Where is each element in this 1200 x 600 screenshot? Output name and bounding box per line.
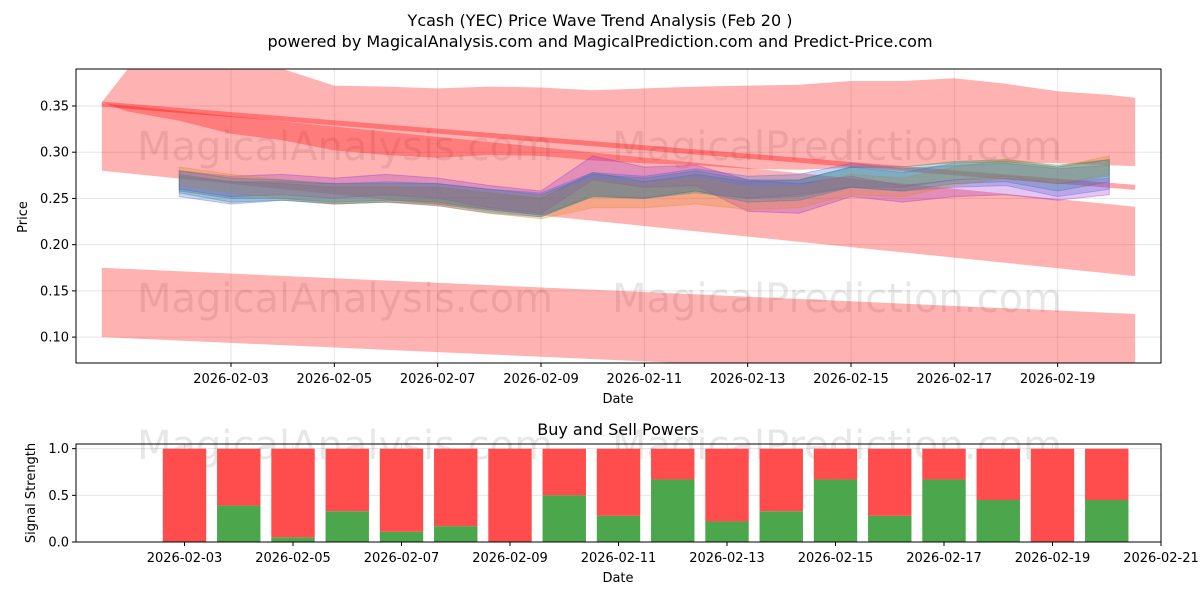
- bars-x-tick-label: 2026-02-21: [1123, 551, 1199, 566]
- sell-power-bar: [1085, 448, 1129, 500]
- price-band-blue: [178, 162, 1110, 218]
- trend-band-lower-channel: [101, 267, 1136, 363]
- bars-x-tick-label: 2026-02-05: [255, 551, 331, 566]
- bars-x-tick-label: 2026-02-07: [364, 551, 440, 566]
- bars-y-axis-label: Signal Strength: [24, 443, 39, 543]
- price-x-tick-label: 2026-02-07: [400, 372, 476, 387]
- sell-power-bar: [162, 448, 207, 542]
- trend-band-upper-channel: [101, 69, 1136, 170]
- sell-power-bar: [542, 448, 586, 496]
- buy-power-bar: [271, 537, 315, 542]
- buy-power-bar: [434, 526, 478, 542]
- price-band-purple: [178, 155, 1110, 214]
- buy-power-bar: [542, 495, 586, 542]
- bars-x-tick-label: 2026-02-11: [581, 551, 657, 566]
- bars-x-tick-label: 2026-02-17: [906, 551, 982, 566]
- trend-band-middle-channel: [101, 103, 1136, 277]
- price-x-tick-label: 2026-02-03: [193, 372, 269, 387]
- sell-power-bar: [759, 448, 803, 512]
- bars-y-tick-label: 0.0: [48, 536, 69, 551]
- bars-axis-ticks: 2026-02-03 2026-02-05 2026-02-07 2026-02-09…: [48, 442, 1198, 566]
- buy-power-bar: [976, 500, 1020, 542]
- price-y-tick-label: 0.35: [40, 99, 69, 114]
- bars-title: Buy and Sell Powers: [537, 420, 699, 439]
- price-y-tick-label: 0.10: [40, 331, 69, 346]
- buy-power-bar: [325, 511, 369, 542]
- watermark-analysis-mid: MagicalAnalysis.com: [137, 276, 553, 322]
- trend-bands: [101, 69, 1136, 363]
- sell-power-bar: [271, 448, 315, 538]
- buy-power-bar: [217, 505, 261, 542]
- sell-power-bar: [705, 448, 749, 522]
- price-band-teal: [178, 159, 1110, 216]
- sell-power-bar: [868, 448, 912, 516]
- price-x-tick-label: 2026-02-17: [917, 372, 993, 387]
- sell-power-bar: [596, 448, 641, 516]
- sell-power-bar: [379, 448, 424, 532]
- buy-power-bar: [922, 479, 966, 542]
- price-x-tick-label: 2026-02-19: [1020, 372, 1096, 387]
- buy-power-bar: [813, 479, 858, 542]
- bars-x-tick-label: 2026-02-09: [472, 551, 548, 566]
- watermark-prediction-top: MagicalPrediction.com: [612, 124, 1062, 170]
- sell-power-bar: [434, 448, 478, 527]
- sell-power-bar: [976, 448, 1020, 500]
- sell-power-bar: [922, 448, 966, 480]
- buy-power-bar: [596, 515, 641, 542]
- price-band-orange: [178, 155, 1110, 220]
- bars-y-tick-label: 1.0: [48, 442, 69, 457]
- bars-x-axis-label: Date: [602, 571, 633, 586]
- price-y-tick-label: 0.25: [40, 192, 69, 207]
- price-y-tick-label: 0.20: [40, 238, 69, 253]
- sell-power-bar: [488, 448, 532, 542]
- price-x-tick-label: 2026-02-05: [297, 372, 373, 387]
- bars-y-tick-label: 0.5: [48, 489, 69, 504]
- buy-power-bar: [651, 479, 695, 542]
- sell-power-bar: [217, 448, 261, 506]
- bars-x-tick-label: 2026-02-13: [689, 551, 765, 566]
- sell-power-bar: [1030, 448, 1075, 542]
- buy-power-bar: [705, 521, 749, 542]
- price-x-axis-label: Date: [602, 392, 633, 407]
- price-x-tick-label: 2026-02-15: [813, 372, 889, 387]
- buy-power-bar: [868, 515, 912, 542]
- figure-title: Ycash (YEC) Price Wave Trend Analysis (F…: [407, 11, 793, 30]
- price-bands: [178, 155, 1110, 220]
- watermark-analysis-top: MagicalAnalysis.com: [137, 124, 553, 170]
- watermark-prediction-mid: MagicalPrediction.com: [612, 276, 1062, 322]
- price-y-axis-label: Price: [16, 201, 31, 233]
- bars-x-tick-label: 2026-02-19: [1015, 551, 1091, 566]
- buy-power-bar: [759, 511, 803, 542]
- price-band-green: [178, 159, 1110, 218]
- price-y-tick-label: 0.15: [40, 284, 69, 299]
- bars-x-tick-label: 2026-02-03: [147, 551, 223, 566]
- trend-center-line: [101, 101, 1136, 190]
- price-axis-ticks: 2026-02-03 2026-02-05 2026-02-07 2026-02-09…: [40, 99, 1095, 387]
- figure-subtitle: powered by MagicalAnalysis.com and Magic…: [267, 32, 932, 51]
- price-grid: [76, 69, 1161, 363]
- price-x-tick-label: 2026-02-11: [607, 372, 683, 387]
- price-y-tick-label: 0.30: [40, 146, 69, 161]
- price-x-tick-label: 2026-02-09: [503, 372, 579, 387]
- sell-power-bar: [813, 448, 858, 480]
- bars-x-tick-label: 2026-02-15: [798, 551, 874, 566]
- sell-power-bar: [651, 448, 695, 480]
- signal-bars: [162, 448, 1129, 542]
- price-x-tick-label: 2026-02-13: [710, 372, 786, 387]
- price-plot-frame: [75, 68, 1162, 364]
- sell-power-bar: [325, 448, 369, 512]
- buy-power-bar: [379, 531, 424, 542]
- buy-power-bar: [1085, 500, 1129, 542]
- price-watermarks: MagicalAnalysis.com MagicalPrediction.co…: [137, 124, 1062, 322]
